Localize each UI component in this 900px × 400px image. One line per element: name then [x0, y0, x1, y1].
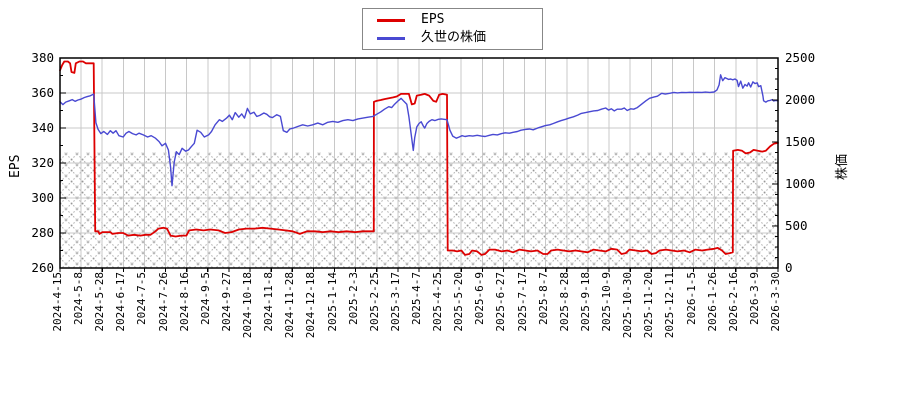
x-axis-tick-label: 2025-6-27: [494, 272, 508, 332]
left-axis-tick-label: 320: [31, 155, 54, 170]
x-axis-tick-label: 2025-10-9: [600, 272, 614, 332]
legend-line-sample-stock-price: [377, 36, 405, 40]
x-axis-tick-label: 2025-9-18: [578, 272, 592, 332]
legend-item-eps: EPS: [363, 11, 542, 29]
legend-label-eps: EPS: [421, 12, 445, 27]
left-axis-tick-label: 380: [31, 50, 54, 65]
x-axis-tick-label: 2025-2-25: [367, 272, 381, 332]
x-axis-tick-label: 2025-6-9: [473, 272, 487, 325]
x-axis-tick-label: 2026-2-16: [726, 272, 740, 332]
x-axis-tick-label: 2025-10-30: [621, 272, 635, 339]
x-axis-tick-label: 2024-7-26: [156, 272, 170, 332]
right-axis-tick-label: 1000: [785, 176, 816, 191]
legend-line-sample-eps: [377, 18, 405, 22]
left-axis-tick-label: 360: [31, 85, 54, 100]
x-axis-tick-label: 2024-11-28: [283, 272, 297, 339]
x-axis-tick-label: 2024-10-18: [241, 272, 255, 339]
x-axis-tick-label: 2026-1-5: [684, 272, 698, 325]
x-axis-tick-label: 2025-5-20: [452, 272, 466, 332]
x-axis-tick-label: 2024-6-17: [114, 272, 128, 332]
left-axis-tick-label: 260: [31, 260, 54, 275]
legend: EPS 久世の株価: [362, 8, 543, 50]
x-axis-tick-label: 2024-9-27: [219, 272, 233, 332]
x-axis-tick-label: 2025-8-7: [536, 272, 550, 325]
right-axis-tick-label: 2000: [785, 92, 816, 107]
x-axis-tick-label: 2025-12-11: [663, 272, 677, 339]
x-axis-tick-label: 2025-1-14: [325, 272, 339, 332]
x-axis-tick-label: 2025-2-3: [346, 272, 360, 325]
left-axis-tick-label: 300: [31, 190, 54, 205]
legend-label-stock-price: 久世の株価: [421, 30, 487, 45]
tick-marks: [59, 57, 779, 272]
right-axis-tick-label: 2500: [785, 50, 816, 65]
stock-price-line: [59, 74, 779, 187]
x-axis-tick-label: 2024-4-15: [51, 272, 64, 332]
legend-item-stock-price: 久世の株価: [363, 29, 542, 47]
right-axis-tick-label: 0: [785, 260, 793, 275]
left-axis-tick-label: 340: [31, 120, 54, 135]
right-axis-tick-label: 500: [785, 218, 808, 233]
x-axis-tick-label: 2025-3-17: [388, 272, 402, 332]
x-axis-tick-label: 2026-3-30: [769, 272, 782, 332]
x-axis-tick-label: 2024-5-28: [93, 272, 107, 332]
right-axis-tick-label: 1500: [785, 134, 816, 149]
x-axis-tick-label: 2026-1-26: [705, 272, 719, 332]
x-axis-tick-label: 2024-5-8: [72, 272, 86, 325]
x-axis-tick-label: 2024-11-8: [262, 272, 276, 332]
x-axis-tick-label: 2026-3-9: [747, 272, 761, 325]
x-axis-tick-label: 2025-8-28: [557, 272, 571, 332]
x-axis-tick-label: 2024-9-5: [198, 272, 212, 325]
x-axis-tick-label: 2024-7-5: [135, 272, 149, 325]
x-axis-tick-label: 2025-11-20: [642, 272, 656, 339]
y-grid: [60, 92, 778, 234]
x-axis-tick-label: 2024-8-16: [177, 272, 191, 332]
x-axis-tick-label: 2025-7-17: [515, 272, 529, 332]
left-axis-tick-label: 280: [31, 225, 54, 240]
eps-line: [59, 60, 779, 256]
x-axis-tick-label: 2025-4-25: [431, 272, 445, 332]
x-axis-tick-label: 2025-4-7: [410, 272, 423, 325]
x-axis-tick-label: 2024-12-18: [304, 272, 318, 339]
